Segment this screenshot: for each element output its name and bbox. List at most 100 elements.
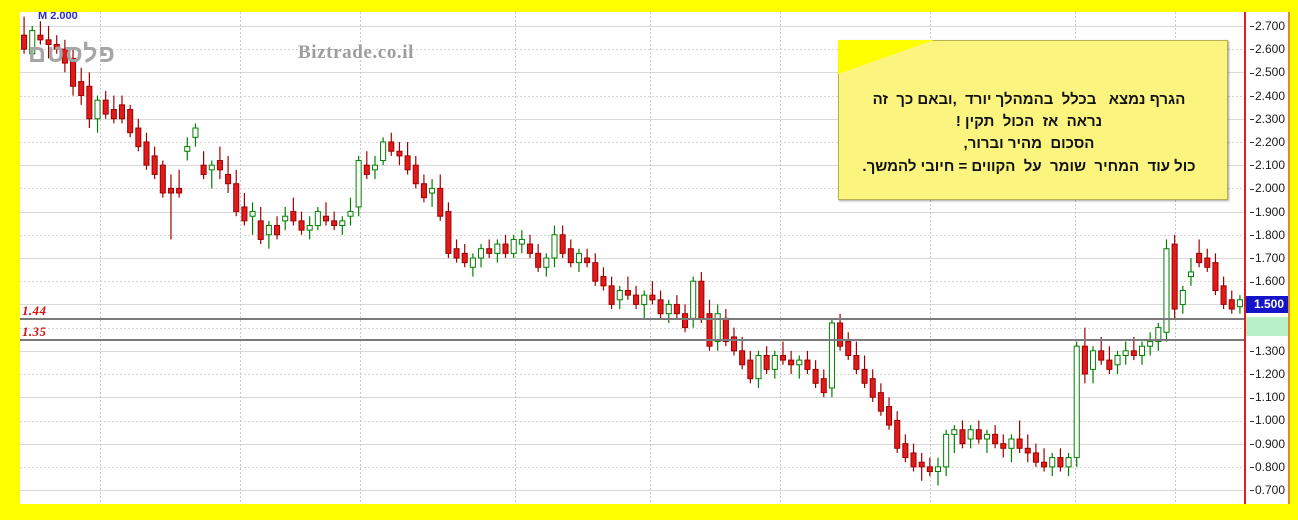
candle-body <box>706 313 713 347</box>
price-axis-tick: 2.500 <box>1246 65 1288 79</box>
candle-body <box>53 43 60 50</box>
price-chart-plot[interactable]: 1.44 1.35 M 2.000 פלסטם Biztrade.co.il ה… <box>20 12 1244 504</box>
horizontal-gridline <box>20 397 1244 399</box>
candle-body <box>869 378 876 398</box>
tick-dash <box>1250 281 1254 283</box>
candle-body <box>861 368 868 384</box>
candle-body <box>94 99 101 120</box>
tick-dash <box>1250 26 1254 28</box>
candle-body <box>535 252 542 268</box>
candle-body <box>934 466 942 473</box>
price-axis[interactable]: 1.500 2.700 2.600 2.500 2.400 2.300 2.200 2.10… <box>1244 12 1290 504</box>
candle-body <box>592 262 599 282</box>
candle-body <box>1228 299 1235 310</box>
candle-body <box>1196 252 1203 264</box>
candle-body <box>763 354 770 370</box>
candle-body <box>494 243 501 254</box>
candle-body <box>135 127 142 148</box>
candle-body <box>127 108 134 134</box>
candle-body <box>755 354 762 380</box>
price-axis-tick: 1.900 <box>1246 205 1288 219</box>
grid-layer <box>20 12 1244 504</box>
candle-body <box>502 243 509 254</box>
support-line-2 <box>20 339 1244 342</box>
candle-body <box>167 187 174 194</box>
horizontal-gridline <box>20 327 1244 329</box>
candle-body <box>951 429 958 435</box>
candle-body <box>241 206 248 222</box>
candle-body <box>21 34 28 50</box>
candle-body <box>1016 438 1023 449</box>
candle-body <box>943 433 950 468</box>
candle-body <box>412 164 419 185</box>
candle-body <box>486 248 493 254</box>
support-line-1-label: 1.44 <box>22 303 47 319</box>
vertical-gridline <box>240 12 241 504</box>
candle-body <box>1032 452 1039 463</box>
candle-body <box>926 466 933 473</box>
candle-body <box>461 252 468 264</box>
candle-body <box>853 354 860 370</box>
horizontal-gridline <box>20 165 1244 167</box>
price-axis-tick: 1.000 <box>1246 413 1288 427</box>
candle-body <box>779 354 786 361</box>
note-line-1: הגרף נמצא בכלל בהמהלך יורד ,ובאם כך זה <box>872 91 1186 108</box>
candle-body <box>70 57 77 87</box>
candle-body <box>518 238 525 245</box>
candle-body <box>371 164 378 171</box>
tick-dash <box>1250 142 1254 144</box>
candle-body <box>649 294 656 301</box>
candle-body <box>1106 359 1113 370</box>
annotation-sticky-note[interactable]: הגרף נמצא בכלל בהמהלך יורד ,ובאם כך זה נ… <box>838 40 1228 200</box>
horizontal-gridline <box>20 211 1244 213</box>
candle-body <box>86 85 93 120</box>
candle-body <box>1147 341 1154 347</box>
candle-body <box>722 317 729 343</box>
horizontal-gridline <box>20 258 1244 259</box>
candle-body <box>249 211 256 217</box>
candle-body <box>698 280 705 319</box>
candle-body <box>363 164 370 175</box>
tick-dash <box>1250 95 1254 97</box>
tick-dash <box>1250 72 1254 74</box>
candle-body <box>771 354 778 370</box>
horizontal-gridline <box>20 281 1244 283</box>
candle-body <box>1114 354 1121 366</box>
vertical-gridline <box>930 12 931 504</box>
candle-body <box>429 187 436 194</box>
candle-body <box>1024 447 1031 454</box>
tick-dash <box>1250 420 1254 422</box>
candle-body <box>730 336 738 352</box>
horizontal-gridline <box>20 304 1244 306</box>
hebrew-watermark: פלסטם <box>28 40 116 68</box>
price-axis-tick: 2.600 <box>1246 42 1288 56</box>
candle-body <box>102 99 109 115</box>
candle-body <box>282 215 289 222</box>
candle-body <box>159 164 166 194</box>
candle-body <box>641 294 648 305</box>
candle-body <box>29 30 36 55</box>
price-axis-tick: 2.000 <box>1246 181 1288 195</box>
candle-body <box>788 359 795 366</box>
price-axis-tick: 1.300 <box>1246 344 1288 358</box>
candle-body <box>453 248 460 259</box>
candle-body <box>559 234 566 254</box>
note-text-body: הגרף נמצא בכלל בהמהלך יורד ,ובאם כך זה נ… <box>839 89 1219 178</box>
note-line-3: הסכום מהיר וברור, <box>963 135 1095 153</box>
horizontal-gridline <box>20 188 1244 190</box>
candle-body <box>886 406 893 426</box>
candle-body <box>274 225 281 236</box>
vertical-gridline <box>360 12 361 504</box>
candle-body <box>1163 248 1170 333</box>
support-line-2-label: 1.35 <box>22 324 47 340</box>
candle-body <box>192 127 199 138</box>
price-axis-tick: 0.900 <box>1246 437 1288 451</box>
price-axis-tick: 1.200 <box>1246 367 1288 381</box>
candle-body <box>714 313 721 343</box>
candle-body <box>208 164 215 171</box>
candle-body <box>910 452 917 468</box>
tick-dash <box>1250 490 1254 492</box>
candle-body <box>200 164 207 175</box>
candle-body <box>877 392 884 412</box>
candle-body <box>445 211 452 254</box>
